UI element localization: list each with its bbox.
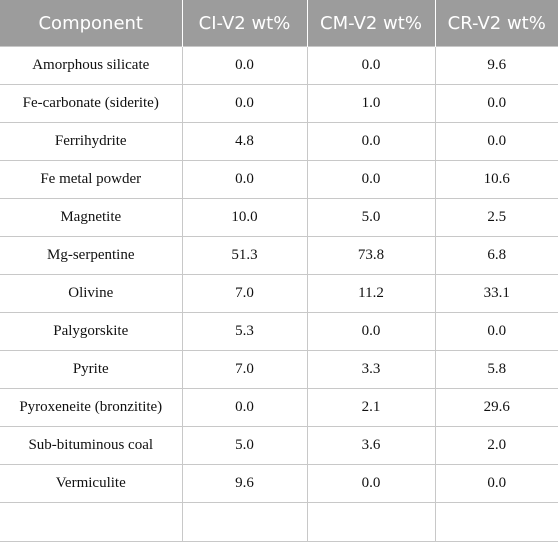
component-cell: Mg-serpentine <box>0 236 183 275</box>
component-cell: Ferrihydrite <box>0 122 183 161</box>
ci-v2-cell: 5.0 <box>181 426 308 465</box>
header-cr-v2: CR-V2 wt% <box>434 0 558 47</box>
ci-v2-cell: 9.6 <box>181 464 308 503</box>
cr-v2-cell: 5.8 <box>434 350 558 389</box>
cm-v2-cell: 0.0 <box>306 122 436 161</box>
cr-v2-cell: 0.0 <box>434 84 558 123</box>
component-cell: Pyroxeneite (bronzitite) <box>0 388 183 427</box>
cr-v2-cell <box>434 502 558 542</box>
cm-v2-cell: 0.0 <box>306 464 436 503</box>
cm-v2-cell: 0.0 <box>306 312 436 351</box>
cm-v2-cell: 1.0 <box>306 84 436 123</box>
component-cell: Magnetite <box>0 198 183 237</box>
table-row: Fe metal powder 0.0 0.0 10.6 <box>0 160 558 199</box>
cm-v2-cell: 3.3 <box>306 350 436 389</box>
ci-v2-cell: 51.3 <box>181 236 308 275</box>
cm-v2-cell: 0.0 <box>306 160 436 199</box>
ci-v2-cell: 7.0 <box>181 350 308 389</box>
component-cell: Vermiculite <box>0 464 183 503</box>
cm-v2-cell: 0.0 <box>306 46 436 85</box>
cm-v2-cell: 3.6 <box>306 426 436 465</box>
cr-v2-cell: 0.0 <box>434 122 558 161</box>
table-row: Vermiculite 9.6 0.0 0.0 <box>0 464 558 503</box>
header-row: Component CI-V2 wt% CM-V2 wt% CR-V2 wt% <box>0 0 558 47</box>
ci-v2-cell <box>181 502 308 542</box>
component-cell: Sub-bituminous coal <box>0 426 183 465</box>
table-row: Palygorskite 5.3 0.0 0.0 <box>0 312 558 351</box>
table-row: Fe-carbonate (siderite) 0.0 1.0 0.0 <box>0 84 558 123</box>
ci-v2-cell: 0.0 <box>181 160 308 199</box>
cr-v2-cell: 33.1 <box>434 274 558 313</box>
table-row: Magnetite 10.0 5.0 2.5 <box>0 198 558 237</box>
cr-v2-cell: 10.6 <box>434 160 558 199</box>
table-row <box>0 502 558 542</box>
table-row: Sub-bituminous coal 5.0 3.6 2.0 <box>0 426 558 465</box>
component-cell <box>0 502 183 542</box>
cr-v2-cell: 2.0 <box>434 426 558 465</box>
cr-v2-cell: 0.0 <box>434 312 558 351</box>
table-row: Mg-serpentine 51.3 73.8 6.8 <box>0 236 558 275</box>
cr-v2-cell: 2.5 <box>434 198 558 237</box>
cm-v2-cell: 11.2 <box>306 274 436 313</box>
ci-v2-cell: 7.0 <box>181 274 308 313</box>
table-row: Amorphous silicate 0.0 0.0 9.6 <box>0 46 558 85</box>
cr-v2-cell: 29.6 <box>434 388 558 427</box>
table-header: Component CI-V2 wt% CM-V2 wt% CR-V2 wt% <box>0 0 558 47</box>
cr-v2-cell: 9.6 <box>434 46 558 85</box>
cm-v2-cell: 2.1 <box>306 388 436 427</box>
table-row: Ferrihydrite 4.8 0.0 0.0 <box>0 122 558 161</box>
component-cell: Fe-carbonate (siderite) <box>0 84 183 123</box>
cm-v2-cell: 5.0 <box>306 198 436 237</box>
ci-v2-cell: 4.8 <box>181 122 308 161</box>
table-row: Pyroxeneite (bronzitite) 0.0 2.1 29.6 <box>0 388 558 427</box>
ci-v2-cell: 10.0 <box>181 198 308 237</box>
table-row: Olivine 7.0 11.2 33.1 <box>0 274 558 313</box>
ci-v2-cell: 0.0 <box>181 388 308 427</box>
header-ci-v2: CI-V2 wt% <box>181 0 307 47</box>
header-component: Component <box>0 0 182 47</box>
cm-v2-cell: 73.8 <box>306 236 436 275</box>
ci-v2-cell: 0.0 <box>181 46 308 85</box>
cr-v2-cell: 0.0 <box>434 464 558 503</box>
component-cell: Amorphous silicate <box>0 46 183 85</box>
ci-v2-cell: 5.3 <box>181 312 308 351</box>
table-body: Amorphous silicate 0.0 0.0 9.6 Fe-carbonate … <box>0 46 558 542</box>
cm-v2-cell <box>306 502 436 542</box>
ci-v2-cell: 0.0 <box>181 84 308 123</box>
cr-v2-cell: 6.8 <box>434 236 558 275</box>
component-cell: Fe metal powder <box>0 160 183 199</box>
component-cell: Pyrite <box>0 350 183 389</box>
component-cell: Palygorskite <box>0 312 183 351</box>
header-cm-v2: CM-V2 wt% <box>306 0 435 47</box>
component-cell: Olivine <box>0 274 183 313</box>
table-row: Pyrite 7.0 3.3 5.8 <box>0 350 558 389</box>
